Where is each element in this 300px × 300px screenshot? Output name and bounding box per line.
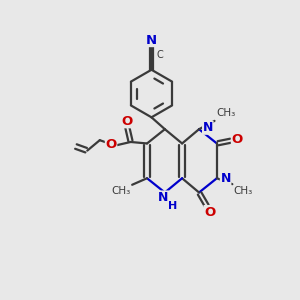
Text: O: O <box>204 206 215 219</box>
Text: H: H <box>168 201 177 212</box>
Text: N: N <box>158 191 169 204</box>
Text: N: N <box>202 121 213 134</box>
Text: O: O <box>105 138 117 152</box>
Text: O: O <box>121 115 132 128</box>
Text: CH₃: CH₃ <box>234 186 253 196</box>
Text: CH₃: CH₃ <box>111 186 131 196</box>
Text: N: N <box>220 172 231 185</box>
Text: C: C <box>157 50 164 61</box>
Text: CH₃: CH₃ <box>216 109 235 118</box>
Text: N: N <box>146 34 157 46</box>
Text: O: O <box>232 134 243 146</box>
